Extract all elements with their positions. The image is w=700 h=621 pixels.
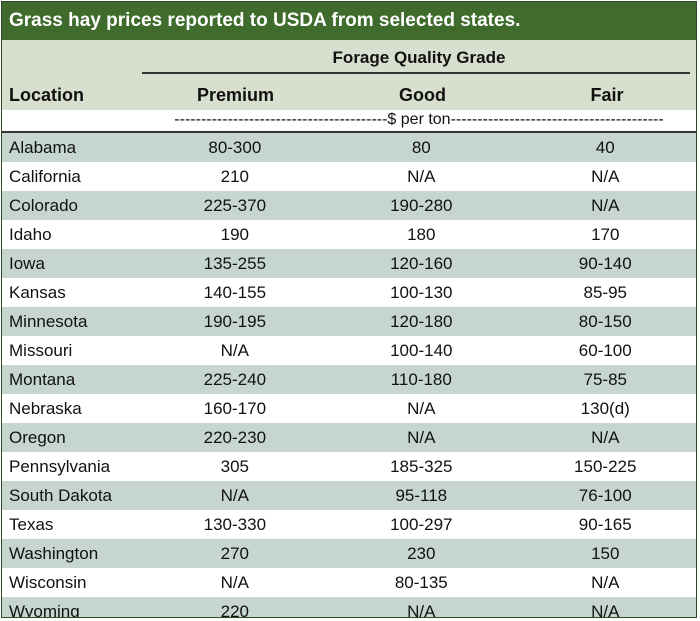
table-row: Kansas 140-155 100-130 85-95 <box>2 278 696 307</box>
cell-fair: N/A <box>591 196 620 215</box>
table-row: Washington 270 230 150 <box>2 539 696 568</box>
cell-good: 120-180 <box>390 312 453 331</box>
cell-location: South Dakota <box>9 486 113 505</box>
cell-premium: N/A <box>220 341 249 360</box>
unit-label: ----------------------------------------… <box>174 111 664 128</box>
cell-premium: 225-370 <box>203 196 267 215</box>
cell-fair: 130(d) <box>580 399 630 418</box>
table-row: Alabama 80-300 80 40 <box>2 133 696 162</box>
cell-premium: 190 <box>220 225 250 244</box>
cell-location: Nebraska <box>9 399 82 418</box>
table-row: Wyoming 220 N/A N/A <box>2 597 696 618</box>
cell-good: N/A <box>407 428 436 447</box>
column-header-premium: Premium <box>196 85 275 105</box>
cell-premium: 225-240 <box>203 370 267 389</box>
table-row: Iowa 135-255 120-160 90-140 <box>2 249 696 278</box>
cell-good: N/A <box>407 399 436 418</box>
cell-location: Washington <box>9 544 99 563</box>
cell-location: Minnesota <box>9 312 88 331</box>
cell-fair: N/A <box>591 167 620 186</box>
cell-location: Wyoming <box>9 602 80 618</box>
cell-premium: 305 <box>220 457 250 476</box>
cell-location: California <box>9 167 81 186</box>
cell-good: 80-135 <box>394 573 448 592</box>
table-title: Grass hay prices reported to USDA from s… <box>2 2 696 40</box>
cell-fair: 90-165 <box>578 515 632 534</box>
cell-fair: 76-100 <box>578 486 632 505</box>
cell-premium: 210 <box>220 167 250 186</box>
cell-fair: 40 <box>595 138 615 157</box>
table-body: Alabama 80-300 80 40 California 210 N/A N/A Colo… <box>2 133 696 618</box>
table-row: Missouri N/A 100-140 60-100 <box>2 336 696 365</box>
table-row: Nebraska 160-170 N/A 130(d) <box>2 394 696 423</box>
cell-good: 230 <box>407 544 436 563</box>
table-row: Idaho 190 180 170 <box>2 220 696 249</box>
cell-location: Wisconsin <box>9 573 87 592</box>
table-row: Montana 225-240 110-180 75-85 <box>2 365 696 394</box>
cell-good: 100-140 <box>390 341 453 360</box>
header-divider <box>142 72 690 74</box>
cell-good: 100-297 <box>390 515 453 534</box>
cell-fair: 60-100 <box>578 341 632 360</box>
table-row: California 210 N/A N/A <box>2 162 696 191</box>
cell-location: Idaho <box>9 225 52 244</box>
cell-good: 100-130 <box>390 283 453 302</box>
cell-premium: 270 <box>220 544 250 563</box>
table-row: South Dakota N/A 95-118 76-100 <box>2 481 696 510</box>
cell-premium: N/A <box>220 486 249 505</box>
cell-premium: 160-170 <box>203 399 267 418</box>
cell-good: 185-325 <box>390 457 453 476</box>
cell-location: Colorado <box>9 196 78 215</box>
cell-location: Iowa <box>9 254 45 273</box>
cell-premium: 190-195 <box>203 312 267 331</box>
cell-premium: 220 <box>220 602 250 618</box>
cell-premium: 140-155 <box>203 283 267 302</box>
cell-fair: 150 <box>591 544 620 563</box>
cell-fair: 75-85 <box>583 370 627 389</box>
cell-premium: 80-300 <box>208 138 262 157</box>
cell-fair: 170 <box>591 225 620 244</box>
cell-good: 190-280 <box>390 196 453 215</box>
cell-fair: 80-150 <box>578 312 632 331</box>
cell-fair: N/A <box>591 428 620 447</box>
cell-good: 110-180 <box>390 370 452 389</box>
column-header-fair: Fair <box>590 85 624 105</box>
cell-location: Kansas <box>9 283 66 302</box>
unit-row: ----------------------------------------… <box>2 110 696 133</box>
table-row: Wisconsin N/A 80-135 N/A <box>2 568 696 597</box>
cell-location: Oregon <box>9 428 66 447</box>
cell-good: N/A <box>407 602 436 618</box>
table-row: Pennsylvania 305 185-325 150-225 <box>2 452 696 481</box>
cell-fair: 85-95 <box>583 283 627 302</box>
cell-fair: N/A <box>591 602 620 618</box>
table-row: Oregon 220-230 N/A N/A <box>2 423 696 452</box>
table-header: Forage Quality Grade Location Premium Go… <box>2 40 696 110</box>
cell-good: N/A <box>407 167 436 186</box>
cell-good: 120-160 <box>390 254 453 273</box>
cell-good: 80 <box>411 138 431 157</box>
cell-good: 95-118 <box>395 486 448 505</box>
cell-premium: 220-230 <box>203 428 267 447</box>
cell-location: Montana <box>9 370 76 389</box>
column-header-good: Good <box>399 85 446 105</box>
cell-good: 180 <box>407 225 436 244</box>
cell-fair: 90-140 <box>578 254 632 273</box>
table-row: Colorado 225-370 190-280 N/A <box>2 191 696 220</box>
cell-location: Missouri <box>9 341 73 360</box>
cell-premium: 130-330 <box>203 515 267 534</box>
cell-premium: 135-255 <box>203 254 267 273</box>
cell-fair: N/A <box>591 573 620 592</box>
cell-location: Alabama <box>9 138 77 157</box>
cell-location: Texas <box>9 515 54 534</box>
cell-location: Pennsylvania <box>9 457 111 476</box>
cell-fair: 150-225 <box>574 457 637 476</box>
table-row: Minnesota 190-195 120-180 80-150 <box>2 307 696 336</box>
forage-quality-grade-label: Forage Quality Grade <box>332 48 506 67</box>
cell-premium: N/A <box>220 573 249 592</box>
table-row: Texas 130-330 100-297 90-165 <box>2 510 696 539</box>
column-header-location: Location <box>9 85 84 105</box>
